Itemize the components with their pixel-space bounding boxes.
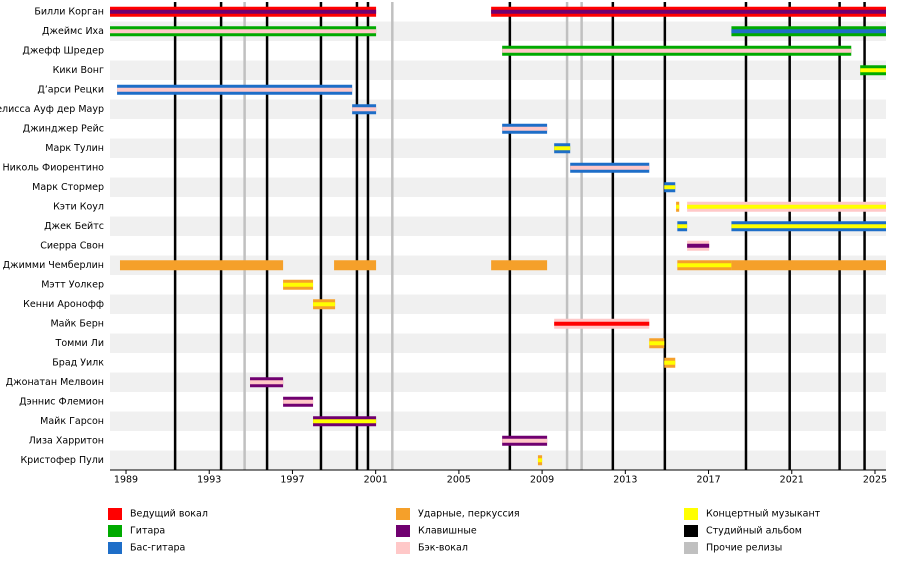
legend-label: Ведущий вокал [130, 509, 208, 520]
legend-swatch [396, 542, 410, 554]
role-stripe [687, 204, 886, 209]
legend-swatch [684, 525, 698, 537]
role-stripe [731, 29, 886, 34]
member-name: Кристофер Пули [20, 455, 104, 466]
member-name: Николь Фиорентино [2, 162, 104, 173]
x-tick-label: 2001 [364, 475, 388, 486]
role-stripe [537, 458, 543, 463]
role-stripe [677, 263, 732, 268]
row-band [110, 411, 886, 431]
member-name: Мелисса Ауф дер Маур [0, 104, 104, 115]
member-name: Кики Вонг [53, 65, 104, 76]
row-band [110, 333, 886, 353]
role-stripe [649, 341, 665, 346]
role-stripe [554, 146, 571, 151]
role-stripe [352, 107, 377, 112]
x-tick-label: 2009 [530, 475, 554, 486]
role-stripe [491, 9, 886, 14]
x-tick-label: 2025 [863, 475, 887, 486]
role-stripe [502, 126, 548, 131]
member-name: Д’арси Рецки [37, 84, 104, 95]
legend-label: Концертный музыкант [706, 509, 821, 520]
row-band [110, 99, 886, 119]
role-stripe [313, 419, 377, 424]
member-name: Джеймс Иха [42, 26, 104, 37]
member-name: Кенни Аронофф [23, 299, 104, 310]
row-band [110, 138, 886, 158]
member-name: Томми Ли [55, 338, 104, 349]
member-name: Марк Тулин [45, 143, 104, 154]
member-name: Джинджер Рейс [23, 123, 104, 134]
role-stripe [731, 224, 886, 229]
x-tick-label: 2005 [447, 475, 471, 486]
role-stripe [313, 302, 336, 307]
role-stripe [676, 204, 680, 209]
role-stripe [860, 68, 886, 73]
legend-label: Бас-гитара [130, 543, 185, 554]
row-band [110, 450, 886, 470]
member-name: Джимми Чемберлин [3, 260, 104, 271]
row-band [110, 372, 886, 392]
role-stripe [110, 29, 377, 34]
member-name: Мэтт Уолкер [41, 279, 104, 290]
legend-label: Бэк-вокал [418, 543, 468, 554]
row-band [110, 294, 886, 314]
role-stripe [570, 165, 650, 170]
member-name: Майк Берн [50, 318, 104, 329]
member-name: Сиерра Свон [40, 240, 104, 251]
member-bar [334, 260, 377, 271]
role-stripe [554, 321, 650, 326]
legend-label: Ударные, перкуссия [418, 509, 520, 520]
legend-swatch [396, 525, 410, 537]
row-band [110, 60, 886, 80]
member-name: Марк Стормер [32, 182, 104, 193]
role-stripe [283, 399, 314, 404]
member-name: Кэти Коул [53, 201, 104, 212]
role-stripe [502, 438, 548, 443]
member-name: Билли Корган [34, 6, 104, 17]
member-name: Джек Бейтс [44, 221, 104, 232]
role-stripe [687, 243, 710, 248]
legend-swatch [108, 542, 122, 554]
row-band [110, 177, 886, 197]
role-stripe [502, 48, 852, 53]
member-name: Джонатан Мелвоин [6, 377, 104, 388]
x-tick-label: 2013 [613, 475, 637, 486]
member-name: Джефф Шредер [22, 45, 104, 56]
legend-swatch [396, 508, 410, 520]
role-stripe [664, 185, 676, 190]
member-bar [119, 260, 284, 271]
row-band [110, 216, 886, 236]
legend-label: Клавишные [418, 526, 477, 537]
legend-swatch [108, 508, 122, 520]
member-name: Брад Уилк [52, 357, 104, 368]
x-tick-label: 1997 [280, 475, 304, 486]
x-tick-label: 2021 [780, 475, 804, 486]
legend-swatch [684, 508, 698, 520]
legend-swatch [108, 525, 122, 537]
role-stripe [677, 224, 688, 229]
x-tick-label: 1989 [114, 475, 138, 486]
legend-swatch [684, 542, 698, 554]
role-stripe [117, 87, 353, 92]
legend-label: Гитара [130, 526, 165, 537]
role-stripe [250, 380, 284, 385]
legend-label: Прочие релизы [706, 543, 782, 554]
role-stripe [283, 282, 314, 287]
x-tick-label: 1993 [197, 475, 221, 486]
member-name: Дэннис Флемион [19, 396, 104, 407]
member-name: Майк Гарсон [40, 416, 104, 427]
member-bar [491, 260, 548, 271]
role-stripe [110, 9, 377, 14]
role-stripe [664, 360, 676, 365]
legend-label: Студийный альбом [706, 526, 802, 537]
member-bar [731, 260, 886, 271]
x-tick-label: 2017 [696, 475, 720, 486]
member-name: Лиза Харритон [29, 435, 104, 446]
